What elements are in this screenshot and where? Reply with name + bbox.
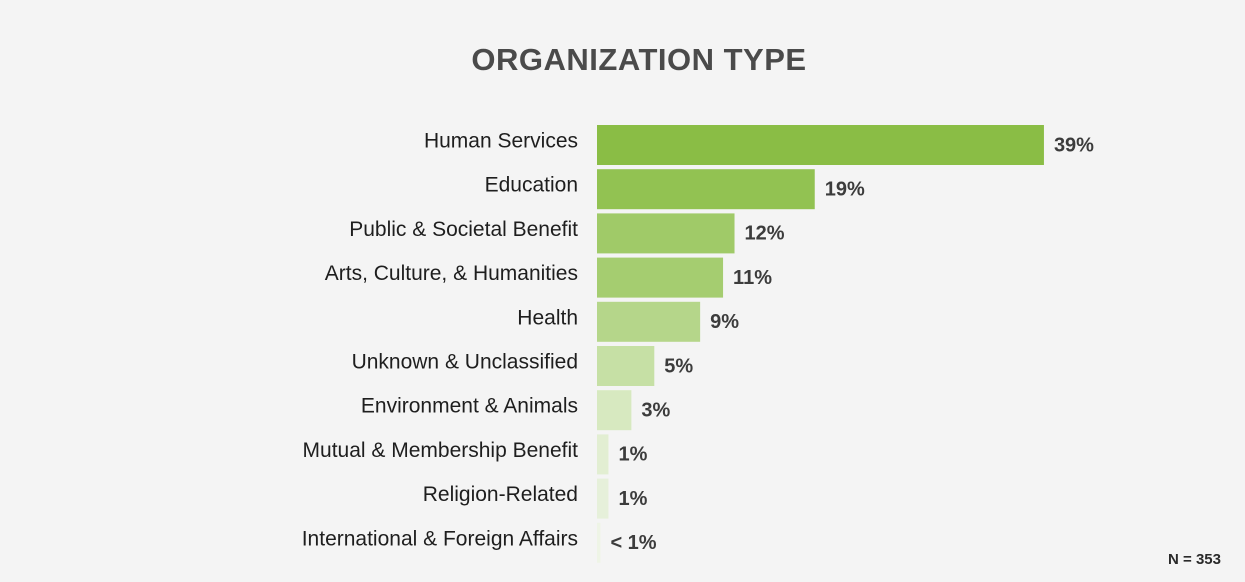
category-label: Unknown & Unclassified: [352, 351, 578, 374]
category-label: Education: [485, 174, 578, 197]
bar: [597, 213, 735, 254]
sample-size-note: N = 353: [1168, 551, 1221, 568]
value-label: 9%: [710, 311, 739, 333]
category-label: Mutual & Membership Benefit: [303, 439, 579, 462]
chart-title: ORGANIZATION TYPE: [471, 42, 807, 77]
category-label: Public & Societal Benefit: [349, 218, 578, 241]
value-label: 19%: [825, 178, 865, 200]
bar: [597, 478, 609, 519]
value-label: 39%: [1054, 134, 1094, 156]
bar: [597, 390, 632, 431]
bar: [597, 346, 655, 386]
value-label: 5%: [664, 355, 693, 377]
bar: [597, 125, 1044, 165]
category-label: Environment & Animals: [361, 395, 578, 418]
category-label: International & Foreign Affairs: [302, 527, 578, 550]
category-label: Human Services: [424, 130, 578, 153]
value-label: 1%: [618, 488, 647, 510]
category-label: Arts, Culture, & Humanities: [325, 262, 578, 285]
value-label: 12%: [745, 223, 785, 245]
value-label: 3%: [641, 399, 670, 421]
bar: [597, 169, 815, 210]
value-label: 1%: [618, 444, 647, 466]
category-label: Health: [517, 306, 578, 329]
value-label: 11%: [733, 267, 772, 289]
bar: [597, 522, 601, 563]
bar: [597, 301, 701, 342]
value-label: < 1%: [610, 532, 656, 554]
category-label: Religion-Related: [423, 483, 578, 506]
bar: [597, 434, 609, 475]
bar: [597, 257, 724, 298]
